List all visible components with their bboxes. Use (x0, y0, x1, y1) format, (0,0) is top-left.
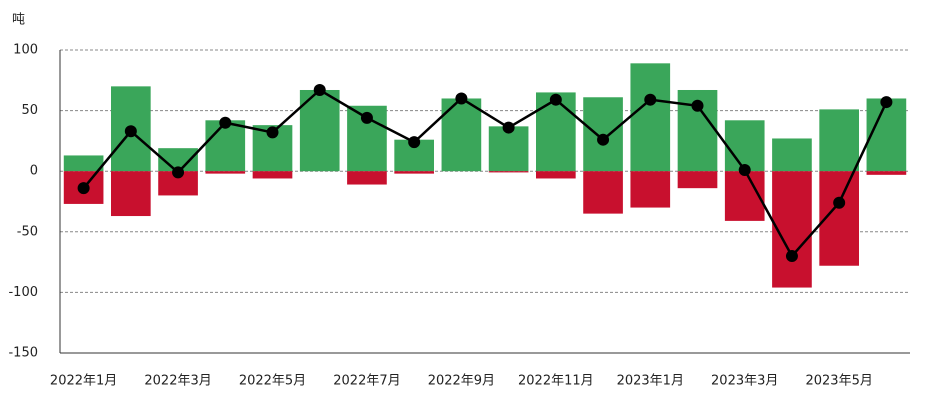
x-tick-label: 2023年5月 (805, 374, 872, 389)
x-tick-label: 2022年3月 (144, 374, 211, 389)
bar (866, 171, 907, 175)
bar (630, 63, 671, 172)
line-point (597, 133, 610, 146)
bar (819, 109, 859, 172)
bar (63, 155, 104, 172)
y-tick-label: -150 (8, 346, 38, 361)
bar (488, 126, 529, 172)
bar (488, 171, 529, 173)
line-point (785, 250, 798, 263)
bar (441, 98, 482, 172)
bar (866, 98, 907, 172)
bar (772, 138, 812, 172)
y-tick-label: 50 (21, 103, 38, 118)
line-point (455, 92, 468, 105)
bar (252, 171, 293, 179)
y-tick-label: -50 (17, 224, 38, 239)
bar (205, 171, 246, 174)
line-point (691, 99, 704, 112)
y-tick-label: 100 (13, 43, 38, 58)
line-point (549, 93, 562, 106)
x-tick-label: 2022年9月 (428, 374, 495, 389)
bar (583, 171, 623, 214)
line-point (124, 125, 137, 138)
y-tick-label: -100 (8, 285, 38, 300)
x-tick-label: 2023年1月 (617, 374, 684, 389)
line-point (644, 93, 657, 106)
bar (394, 171, 434, 174)
bar (724, 120, 765, 172)
line-point (738, 163, 751, 176)
y-tick-label: 0 (30, 164, 38, 179)
y-axis-label: 吨 (12, 13, 25, 28)
line-point (833, 196, 846, 209)
line-point (408, 136, 421, 149)
line-point (266, 126, 279, 139)
line-point (360, 111, 373, 124)
line-point (219, 116, 232, 129)
bar (158, 148, 198, 172)
bar (677, 171, 718, 189)
bar (205, 120, 246, 172)
x-tick-label: 2022年1月 (50, 374, 117, 389)
line-point (313, 83, 326, 96)
line-point (502, 121, 515, 134)
x-tick-label: 2022年11月 (518, 374, 594, 389)
line (82, 88, 888, 259)
x-tick-label: 2023年3月 (711, 374, 778, 389)
x-tick-label: 2022年5月 (239, 374, 306, 389)
bar (630, 171, 671, 208)
bar (111, 171, 151, 217)
bar (347, 171, 387, 185)
bar (536, 171, 576, 179)
line-point (880, 96, 893, 109)
line-point (172, 166, 185, 179)
line-point (77, 182, 90, 195)
x-tick-label: 2022年7月 (333, 374, 400, 389)
